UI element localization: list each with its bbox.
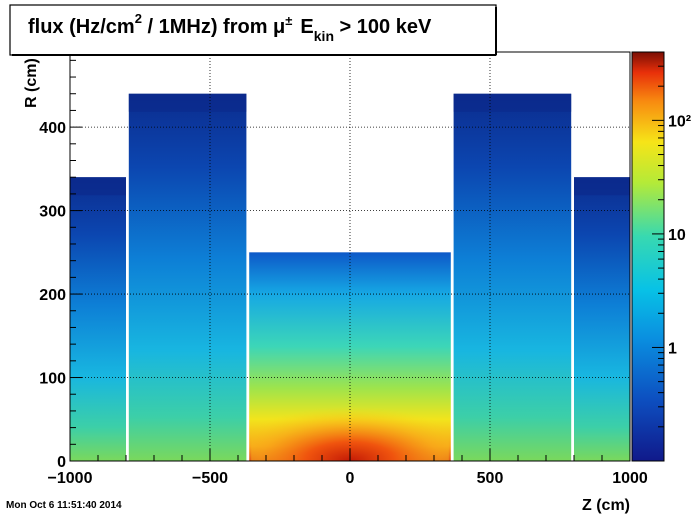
color-scale-axis: 1 10 10² xyxy=(652,51,691,428)
y-axis-label: R (cm) xyxy=(23,58,40,108)
heatmap-edge-outer-low-left xyxy=(70,177,126,196)
y-axis: 0 100 200 300 400 xyxy=(39,59,82,471)
x-tick-label: −1000 xyxy=(48,470,93,487)
x-tick-label: 0 xyxy=(346,470,355,487)
heatmap-edge-outer-low-right xyxy=(574,177,630,196)
y-tick-label: 400 xyxy=(39,120,66,137)
heatmap-region-outer-high-left xyxy=(128,93,247,461)
heatmap-edge-outer-high-left xyxy=(128,93,247,112)
y-tick-label: 100 xyxy=(39,371,66,388)
color-scale-tick-label: 10 xyxy=(668,227,686,244)
chart-title: flux (Hz/cm2 / 1MHz) from μ± Ekin > 100 k… xyxy=(28,11,432,44)
x-tick-label: 500 xyxy=(477,470,504,487)
x-axis-label: Z (cm) xyxy=(582,497,630,514)
x-tick-label: −500 xyxy=(192,470,228,487)
heatmap-region-outer-high-right xyxy=(453,93,572,461)
color-scale-tick-label: 10² xyxy=(668,113,691,130)
color-scale-bar xyxy=(631,51,665,462)
heatmap-region-outer-low-left xyxy=(70,177,126,461)
heatmap-edge-outer-high-right xyxy=(453,93,572,112)
grid-lines xyxy=(70,52,630,461)
x-axis: −1000 −500 0 500 1000 xyxy=(48,449,648,487)
y-tick-label: 200 xyxy=(39,287,66,304)
y-tick-label: 0 xyxy=(57,454,66,471)
timestamp: Mon Oct 6 11:51:40 2014 xyxy=(6,500,122,511)
y-tick-label: 300 xyxy=(39,204,66,221)
color-scale-tick-label: 1 xyxy=(668,340,677,357)
title-box xyxy=(9,4,497,56)
heatmap-layer xyxy=(70,93,630,461)
x-tick-label: 1000 xyxy=(612,470,648,487)
heatmap-region-outer-low-right xyxy=(574,177,630,461)
